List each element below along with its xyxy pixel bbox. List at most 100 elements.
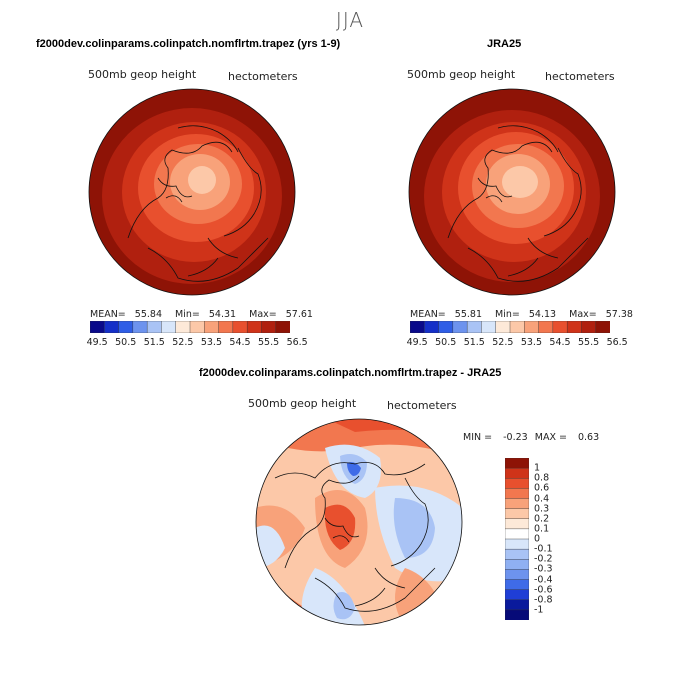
colorbar-swatch [175, 321, 191, 333]
panel3-contour-band [347, 462, 361, 476]
colorbar-swatch [505, 467, 529, 479]
panel1-mean-value: 55.84 [134, 309, 162, 320]
panel1-max-value: 57.61 [285, 309, 313, 320]
panel2-units-label: hectometers [545, 70, 615, 83]
colorbar-swatch [410, 321, 425, 333]
colorbar-level-label: 0.3 [534, 503, 550, 515]
colorbar-tick-label: 49.5 [86, 337, 108, 348]
colorbar-level-label: 0.2 [534, 513, 550, 525]
colorbar-level-label: -0.8 [534, 594, 553, 606]
colorbar-swatch [595, 321, 610, 333]
colorbar-swatch [438, 321, 454, 333]
colorbar-tick-label: 53.5 [200, 337, 222, 348]
colorbar-level-label: 0 [534, 533, 541, 545]
panel2-mean-label: MEAN= [410, 309, 446, 320]
panel2-coastlines [447, 125, 589, 282]
colorbar-tick-label: 54.5 [549, 337, 571, 348]
colorbar-swatch [538, 321, 554, 333]
colorbar-swatch [495, 321, 511, 333]
colorbar-swatch [505, 548, 529, 560]
panel3-contour-band [324, 504, 356, 550]
panel2-stats: MEAN= 55.81 Min= 54.13 Max= 57.38 [410, 309, 633, 320]
panel3-polar-map [255, 418, 463, 626]
panel3-max-value: 0.63 [577, 432, 600, 443]
colorbar-swatch [132, 321, 148, 333]
colorbar-swatch [505, 478, 529, 489]
panel3-units-label: hectometers [387, 399, 457, 412]
colorbar-level-label: 1 [534, 462, 541, 474]
panel3-coastlines [274, 461, 436, 612]
colorbar-level-label: -1 [534, 604, 544, 616]
panel1-coastlines [127, 125, 269, 282]
panel2-variable-label: 500mb geop height [407, 68, 516, 81]
panel3-colorbar-ticks: 1 0.8 0.6 0.4 0.3 0.2 0.1 0 -0.1 -0.2 -0.3 -0.4 -0.6… [534, 458, 574, 620]
colorbar-swatch [505, 508, 529, 520]
colorbar-tick-label: 51.5 [143, 337, 165, 348]
panel3-contour-band [333, 592, 355, 620]
colorbar-tick-label: 55.5 [257, 337, 280, 348]
colorbar-swatch [524, 321, 540, 333]
colorbar-swatch [189, 321, 205, 333]
panel2-contour-band [502, 166, 538, 198]
colorbar-swatch [505, 488, 529, 500]
panel2-colorbar [410, 321, 610, 333]
colorbar-swatch [505, 599, 529, 611]
panel1-min-label: Min= [175, 309, 200, 320]
panel1-units-label: hectometers [228, 70, 298, 83]
panel1-colorbar [90, 321, 290, 333]
colorbar-swatch [505, 559, 529, 570]
colorbar-swatch [505, 589, 529, 601]
colorbar-swatch [505, 579, 529, 591]
colorbar-swatch [505, 458, 529, 469]
colorbar-swatch [275, 321, 290, 333]
colorbar-swatch [481, 321, 497, 333]
panel2-mean-value: 55.81 [454, 309, 482, 320]
panel3-variable-label: 500mb geop height [248, 397, 357, 410]
colorbar-swatch [505, 538, 529, 550]
colorbar-swatch [505, 518, 529, 530]
panel1-colorbar-ticks: 49.5 50.5 51.5 52.5 53.5 54.5 55.5 56.5 [86, 337, 308, 349]
colorbar-swatch [90, 321, 105, 333]
colorbar-level-label: -0.3 [534, 563, 553, 575]
colorbar-level-label: -0.4 [534, 574, 553, 585]
panel2-max-label: Max= [569, 309, 597, 320]
panel1-mean-label: MEAN= [90, 309, 126, 320]
colorbar-swatch [161, 321, 177, 333]
colorbar-swatch [218, 321, 234, 333]
colorbar-tick-label: 56.5 [606, 337, 628, 348]
panel3-min-label: MIN = [463, 432, 493, 443]
colorbar-tick-label: 53.5 [520, 337, 542, 348]
colorbar-swatch [505, 528, 529, 540]
colorbar-level-label: 0.1 [534, 523, 550, 535]
colorbar-level-label: 0.8 [534, 472, 550, 484]
panel1-title: f2000dev.colinparams.colinpatch.nomflrtm… [36, 38, 341, 50]
colorbar-swatch [509, 321, 525, 333]
panel1-stats: MEAN= 55.84 Min= 54.31 Max= 57.61 [90, 309, 313, 320]
colorbar-level-label: -0.1 [534, 543, 553, 555]
colorbar-tick-label: 50.5 [435, 337, 457, 348]
colorbar-level-label: -0.2 [534, 553, 553, 565]
colorbar-swatch [505, 609, 529, 620]
colorbar-level-label: 0.4 [534, 493, 550, 504]
colorbar-swatch [552, 321, 568, 333]
panel3-contour-band [393, 498, 435, 558]
colorbar-swatch [261, 321, 277, 333]
colorbar-swatch [505, 498, 529, 510]
colorbar-tick-label: 51.5 [463, 337, 485, 348]
panel2-min-label: Min= [495, 309, 520, 320]
colorbar-swatch [424, 321, 440, 333]
panel2-min-value: 54.13 [528, 309, 557, 320]
colorbar-tick-label: 52.5 [172, 337, 194, 348]
panel1-min-value: 54.31 [208, 309, 237, 320]
colorbar-swatch [452, 321, 468, 333]
panel3-max-label: MAX = [534, 432, 567, 443]
colorbar-tick-label: 49.5 [406, 337, 428, 348]
panel3-min-value: -0.23 [503, 432, 528, 443]
panel3-colorbar [505, 458, 529, 620]
colorbar-swatch [204, 321, 220, 333]
colorbar-swatch [566, 321, 582, 333]
panel2-polar-map [408, 88, 616, 296]
panel3-stats: MIN = -0.23 MAX = 0.63 [463, 432, 599, 443]
panel1-polar-map [88, 88, 296, 296]
colorbar-tick-label: 50.5 [115, 337, 137, 348]
